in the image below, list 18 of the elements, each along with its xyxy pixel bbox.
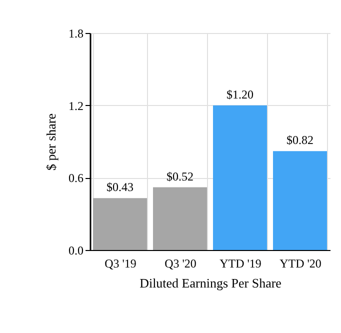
bar (153, 187, 207, 250)
y-tick-label: 0.0 (68, 244, 84, 258)
data-label: $0.52 (166, 169, 194, 184)
bar (213, 105, 267, 250)
x-tick-label: YTD '19 (220, 256, 262, 270)
y-tick-label: 1.2 (68, 98, 84, 113)
y-tick-label: 1.8 (68, 26, 84, 40)
y-axis-title: $ per share (44, 113, 58, 171)
y-tick-label: 0.6 (68, 171, 84, 186)
data-label: $1.20 (226, 87, 254, 102)
x-axis-title: Diluted Earnings Per Share (140, 276, 282, 290)
data-label: $0.82 (286, 133, 314, 148)
data-label: $0.43 (106, 180, 134, 194)
bar (93, 198, 147, 250)
x-tick-label: Q3 '20 (164, 256, 196, 270)
bar (273, 151, 327, 250)
x-tick-label: YTD '20 (280, 256, 322, 270)
x-tick-label: Q3 '19 (104, 256, 136, 270)
